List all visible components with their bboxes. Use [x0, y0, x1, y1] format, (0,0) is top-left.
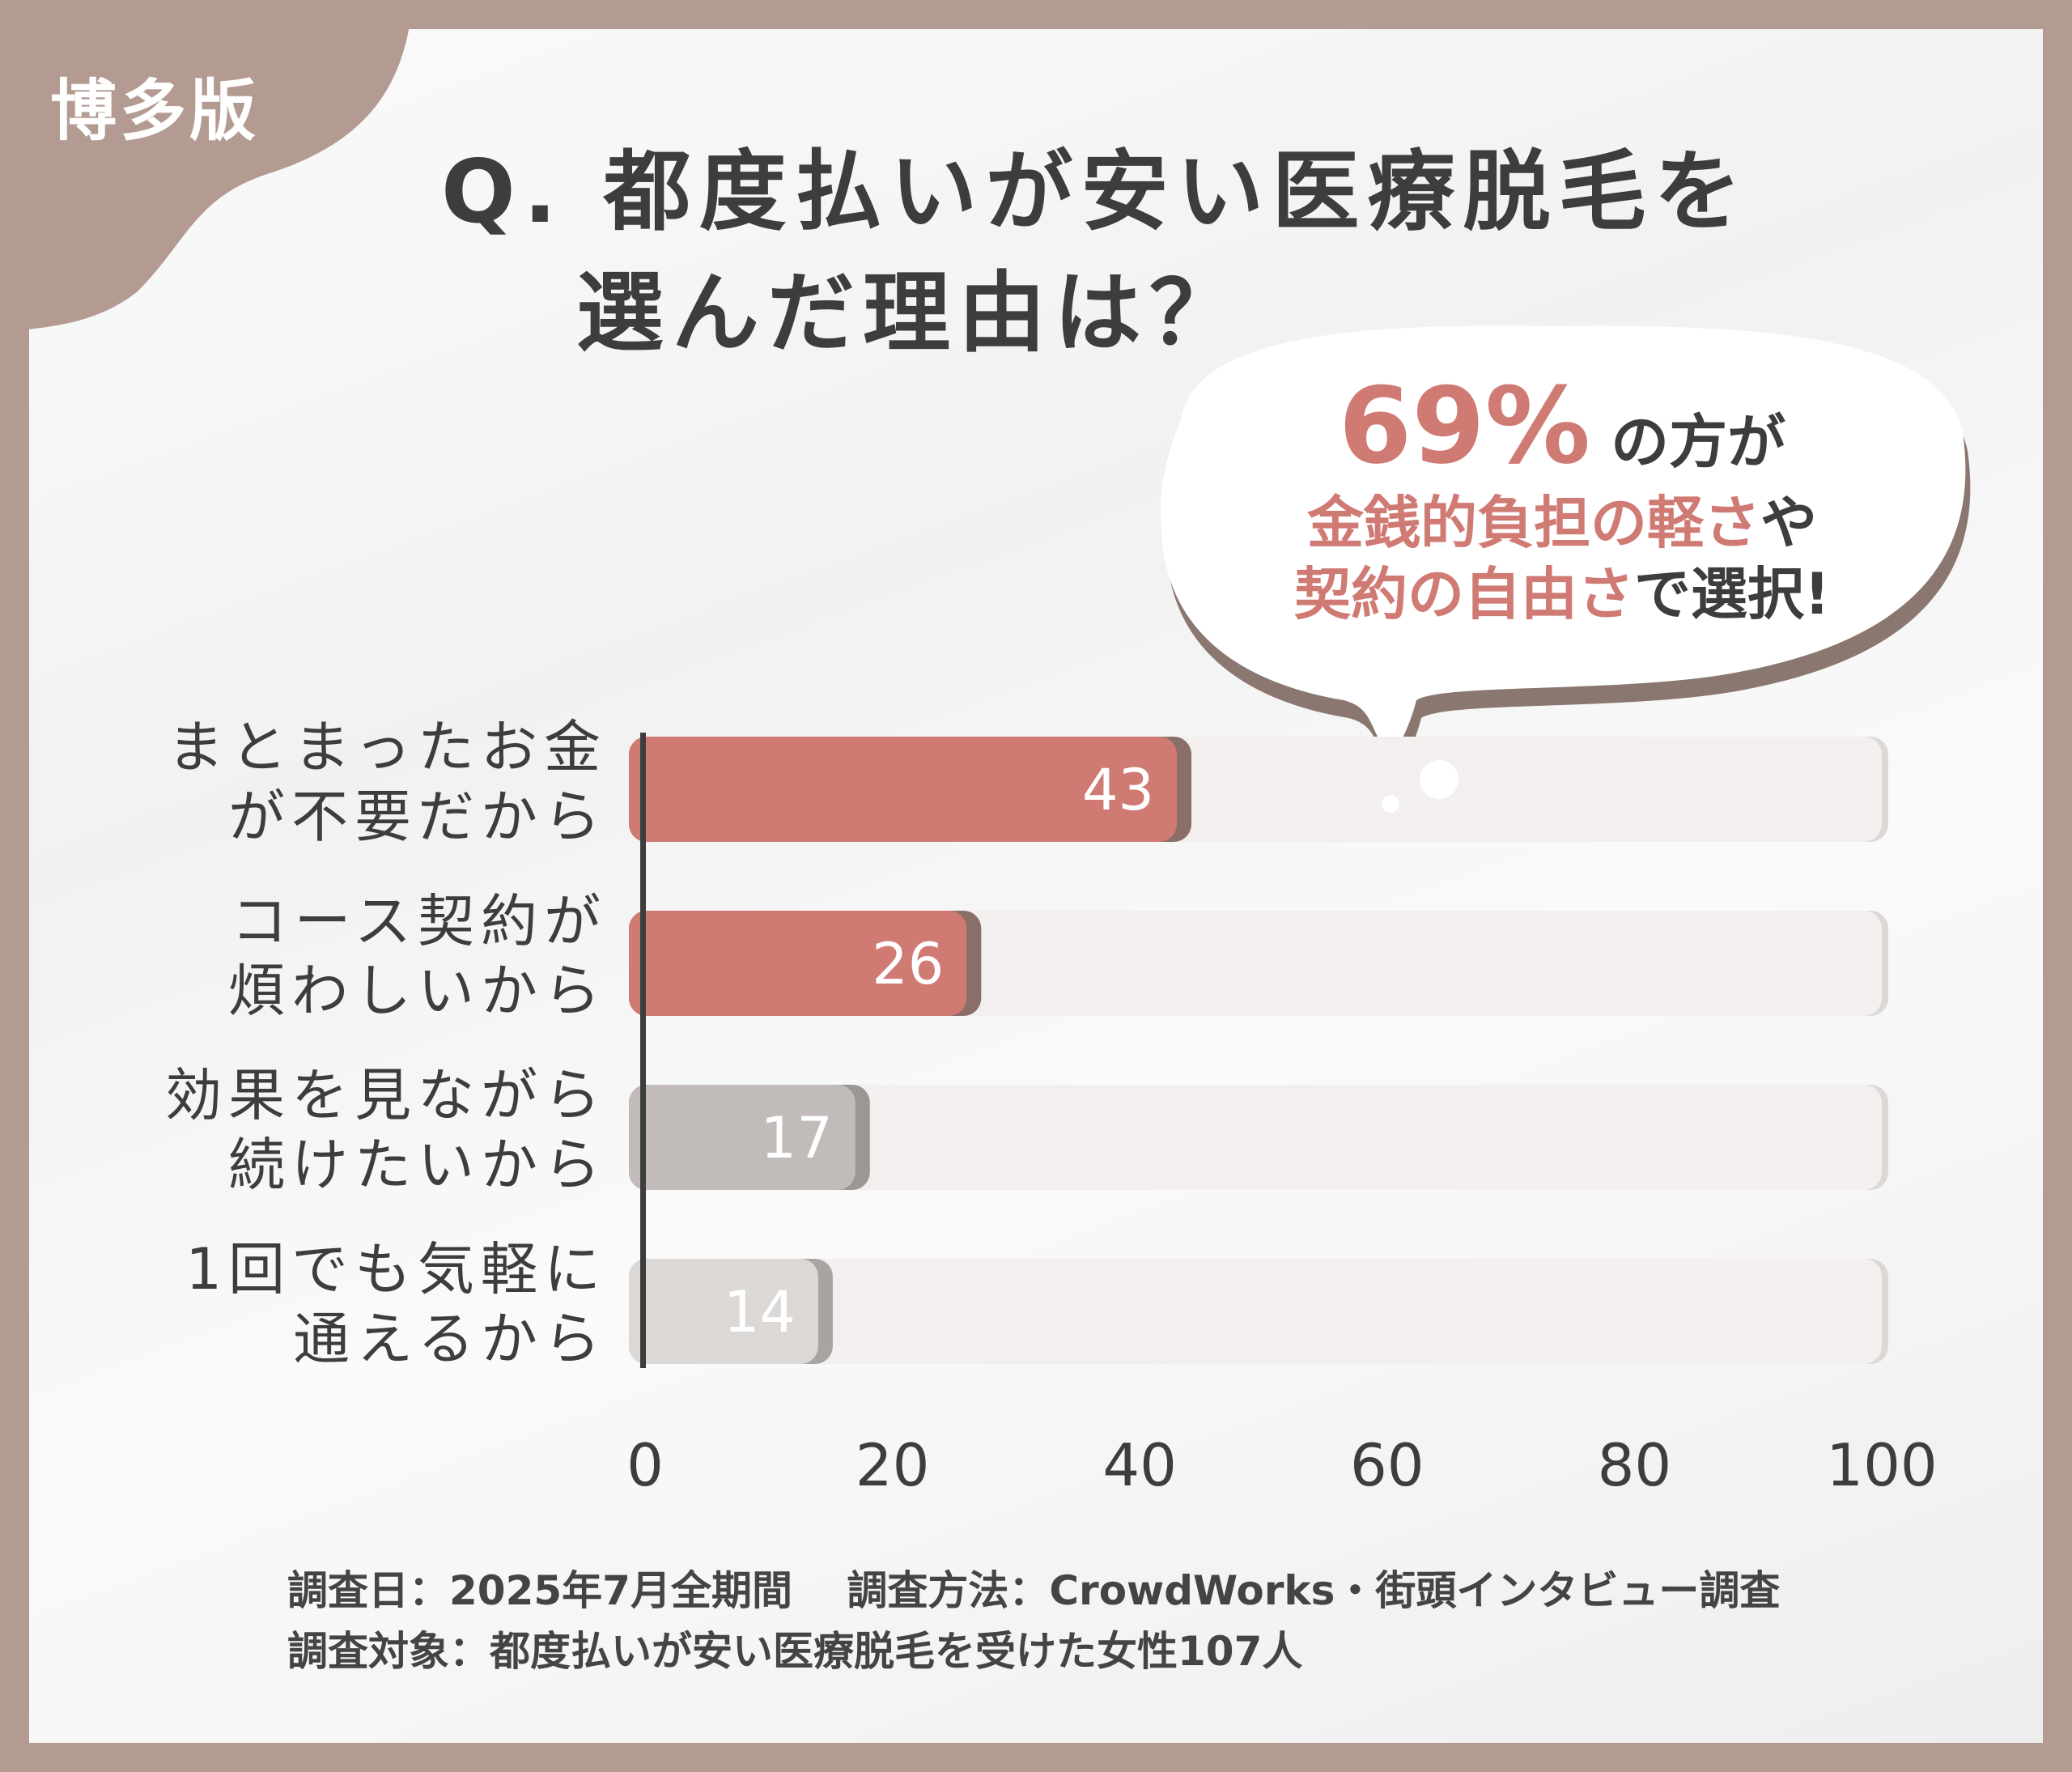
category-label-line: 効果を見ながら: [165, 1062, 607, 1128]
category-label-line: まとまったお金: [167, 714, 607, 780]
y-axis-line: [640, 733, 646, 1368]
callout-line1-rest: の方が: [1611, 408, 1786, 476]
bar-value-label: 14: [724, 1279, 796, 1345]
page-title-line2: 選んだ理由は？: [576, 263, 1246, 364]
bar-chart: 43 26 17 14 0 20 40 60 80 100: [626, 733, 1938, 1499]
corner-badge-shape: [0, 0, 413, 332]
category-label-line: 煩わしいから: [228, 958, 607, 1024]
speech-bubble: [1161, 325, 1971, 773]
page-title-line1: Q. 都度払いが安い医療脱毛を: [441, 142, 1750, 243]
category-label-line: 通えるから: [293, 1306, 607, 1372]
x-tick-label: 80: [1598, 1431, 1672, 1499]
bar: [629, 1085, 856, 1190]
bar-value-label: 17: [761, 1105, 833, 1171]
callout-line3-rest: で選択!: [1634, 561, 1830, 627]
category-label-line: 1回でも気軽に: [185, 1236, 607, 1302]
category-label-line: コース契約が: [231, 888, 607, 954]
bar: [629, 911, 967, 1016]
background-panel: [29, 29, 2043, 1743]
category-label-line: が不要だから: [228, 784, 607, 850]
x-tick-label: 20: [856, 1431, 930, 1499]
x-tick-label: 0: [626, 1431, 664, 1499]
category-label: 1回でも気軽に 通えるから: [185, 1234, 607, 1374]
callout-highlight-1: 金銭的負担の軽さ: [1307, 490, 1760, 556]
bar-value-label: 26: [872, 931, 944, 997]
callout-percent: 69%: [1338, 364, 1591, 487]
category-label: まとまったお金 が不要だから: [168, 712, 607, 852]
callout-line2-rest: や: [1760, 490, 1817, 556]
decorative-dot: [1420, 760, 1458, 799]
callout-highlight-2: 契約の自由さ: [1294, 561, 1635, 627]
footer-survey-target: 調査対象：都度払いが安い医療脱毛を受けた女性107人: [287, 1628, 1303, 1675]
footer-survey-info: 調査日：2025年7月全期間 調査方法：CrowdWorks・街頭インタビュー調…: [287, 1567, 1781, 1614]
bar-track: [637, 1259, 1882, 1364]
bar-value-label: 43: [1082, 757, 1154, 823]
x-tick-label: 100: [1826, 1431, 1937, 1499]
x-tick-label: 60: [1350, 1431, 1424, 1499]
x-tick-label: 40: [1102, 1431, 1177, 1499]
category-label-line: 続けたいから: [228, 1132, 607, 1198]
bar: [629, 737, 1178, 842]
edition-label: 博多版: [50, 73, 260, 150]
bar: [629, 1259, 818, 1364]
decorative-dot: [1382, 795, 1399, 813]
bar-track: [637, 1085, 1882, 1190]
category-label: コース契約が 煩わしいから: [228, 886, 607, 1026]
callout-text: 69% の方が 金銭的負担の軽さや 契約の自由さで選択!: [1166, 364, 1959, 630]
category-label: 効果を見ながら 続けたいから: [165, 1060, 607, 1200]
